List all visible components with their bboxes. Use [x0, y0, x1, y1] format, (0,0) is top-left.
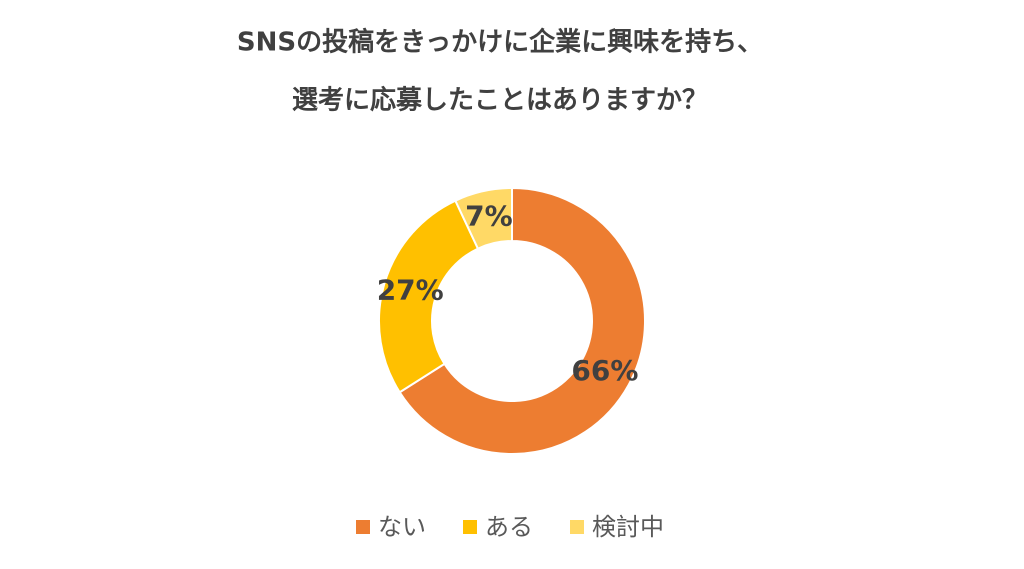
legend-swatch: [463, 520, 477, 534]
legend-label: ある: [485, 513, 533, 541]
legend-swatch: [570, 520, 584, 534]
legend-label: 検討中: [592, 513, 664, 541]
legend-label: ない: [378, 513, 426, 541]
chart-title: SNSの投稿をきっかけに企業に興味を持ち、: [237, 27, 763, 58]
chart-title: 選考に応募したことはありますか？: [292, 85, 708, 116]
value-label: 27%: [377, 273, 444, 306]
slice: [398, 186, 646, 455]
value-label: 66%: [571, 354, 638, 387]
slice: [378, 199, 480, 394]
value-label: 7%: [465, 200, 513, 233]
legend-swatch: [356, 520, 370, 534]
slice: [454, 186, 513, 250]
